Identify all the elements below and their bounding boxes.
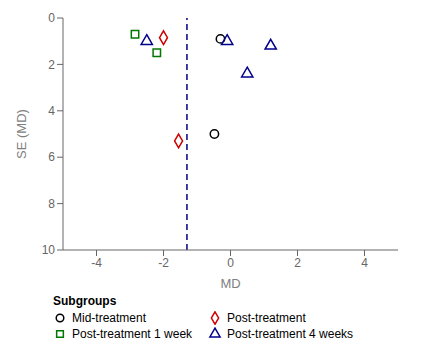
html-text:Post-treatment: Post-treatment <box>227 311 306 325</box>
svg-text:8: 8 <box>48 197 55 211</box>
html-text:Post-treatment 1 week: Post-treatment 1 week <box>72 327 193 341</box>
svg-text:2: 2 <box>294 256 301 270</box>
html-text:Post-treatment 4 weeks: Post-treatment 4 weeks <box>227 327 354 341</box>
html-text:Subgroups: Subgroups <box>53 294 117 308</box>
svg-text:0: 0 <box>48 11 55 25</box>
svg-text:4: 4 <box>361 256 368 270</box>
svg-text:6: 6 <box>48 150 55 164</box>
svg-text:2: 2 <box>48 58 55 72</box>
svg-text:0: 0 <box>227 256 234 270</box>
svg-text:4: 4 <box>48 104 55 118</box>
html-text:Mid-treatment: Mid-treatment <box>72 311 146 325</box>
svg-text:MD: MD <box>220 276 240 291</box>
svg-text:-4: -4 <box>91 256 102 270</box>
svg-text:10: 10 <box>42 243 56 257</box>
svg-text:-2: -2 <box>158 256 169 270</box>
svg-text:SE (MD): SE (MD) <box>14 109 29 159</box>
